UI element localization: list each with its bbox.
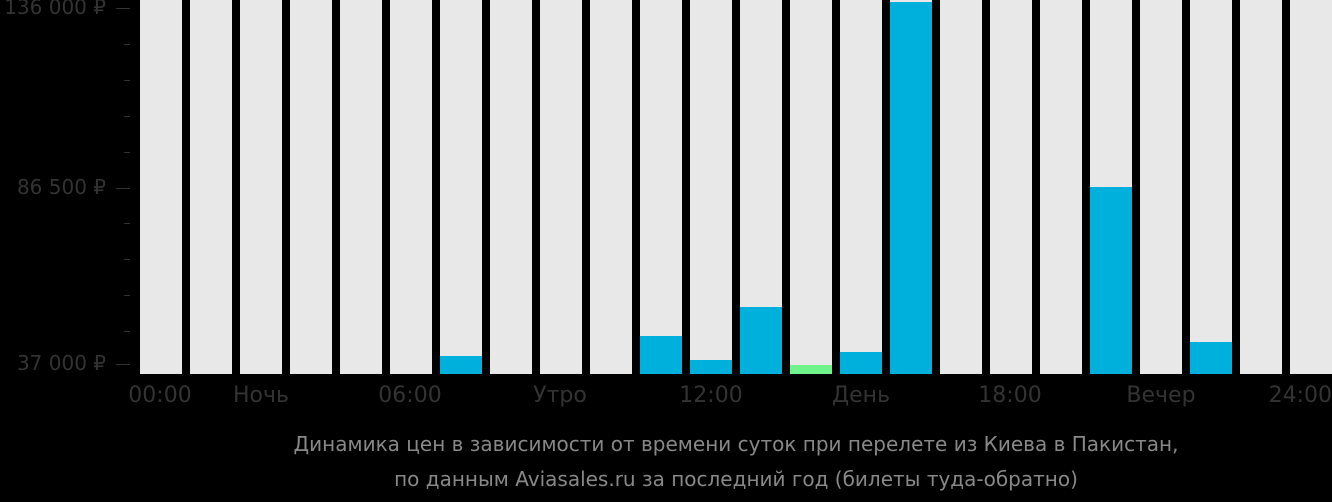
bar-fill [1090,187,1132,374]
bar-hour-07[interactable] [490,0,532,374]
bar-hour-21[interactable] [1190,0,1232,374]
x-tick-label: 06:00 [378,383,442,408]
bar-hour-15[interactable] [890,0,932,374]
y-minor-tick [124,152,130,153]
bar-hour-06[interactable] [440,0,482,374]
bar-hour-10[interactable] [640,0,682,374]
bar-hour-17[interactable] [990,0,1032,374]
bar-hour-19[interactable] [1090,0,1132,374]
bar-fill [840,352,882,374]
bar-fill [640,335,682,374]
bar-fill [890,2,932,374]
bar-hour-14[interactable] [840,0,882,374]
y-tick-label: 37 000 ₽ [16,351,106,375]
y-minor-tick [124,259,130,260]
bar-hour-18[interactable] [1040,0,1082,374]
y-minor-tick [124,80,130,81]
bar-fill-cheapest [790,365,832,374]
x-tick-label: 24:00 [1268,383,1332,408]
bar-hour-23[interactable] [1290,0,1332,374]
bar-fill [440,356,482,374]
y-major-tick [116,8,130,9]
y-major-tick [116,364,130,365]
y-tick-label: 86 500 ₽ [16,175,106,199]
x-tick-label: 00:00 [128,383,192,408]
x-tick-label: Утро [533,383,587,408]
bar-hour-00[interactable] [140,0,182,374]
y-tick-label: 136 000 ₽ [4,0,106,19]
bar-hour-20[interactable] [1140,0,1182,374]
bar-hour-08[interactable] [540,0,582,374]
bar-hour-01[interactable] [190,0,232,374]
y-minor-tick [124,116,130,117]
bar-fill [1190,342,1232,374]
x-tick-label: Вечер [1126,383,1196,408]
bar-hour-03[interactable] [290,0,332,374]
x-tick-label: 18:00 [978,383,1042,408]
bar-hour-12[interactable] [740,0,782,374]
bar-hour-02[interactable] [240,0,282,374]
bar-hour-11[interactable] [690,0,732,374]
x-tick-label: День [831,383,891,408]
chart-caption-line-1: Динамика цен в зависимости от времени су… [293,432,1179,456]
y-minor-tick [124,331,130,332]
bar-hour-22[interactable] [1240,0,1282,374]
bar-hour-09[interactable] [590,0,632,374]
bar-fill [740,306,782,374]
bar-hour-13[interactable] [790,0,832,374]
bar-hour-05[interactable] [390,0,432,374]
y-major-tick [116,188,130,189]
bar-hour-16[interactable] [940,0,982,374]
y-minor-tick [124,223,130,224]
x-tick-label: Ночь [233,383,289,408]
chart-caption-line-2: по данным Aviasales.ru за последний год … [394,467,1078,491]
y-minor-tick [124,295,130,296]
y-minor-tick [124,44,130,45]
x-tick-label: 12:00 [679,383,743,408]
bar-hour-04[interactable] [340,0,382,374]
bar-fill [690,360,732,374]
